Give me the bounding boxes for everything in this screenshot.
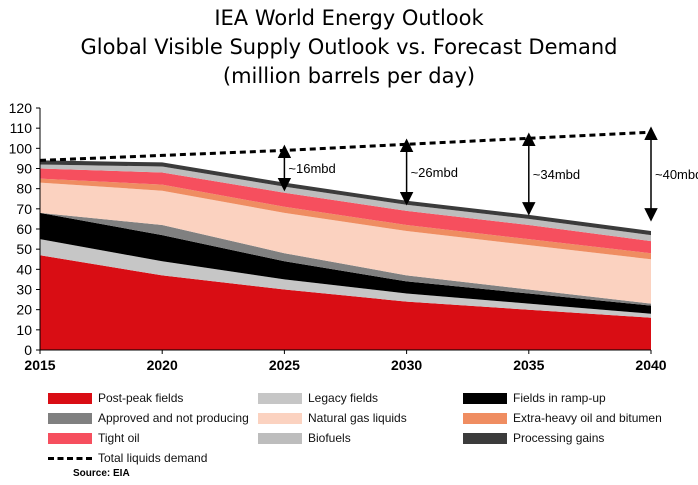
y-tick-label: 60 — [16, 221, 32, 237]
legend-swatch — [48, 456, 92, 460]
gap-label: ~40mbd — [655, 167, 698, 182]
legend-label: Tight oil — [98, 431, 140, 445]
legend-label: Approved and not producing — [98, 411, 249, 425]
legend-swatch — [463, 392, 507, 404]
area-tight-oil — [40, 168, 651, 254]
legend-item-biofuels: Biofuels — [258, 428, 351, 448]
legend-label: Total liquids demand — [98, 451, 208, 465]
y-tick-label: 100 — [9, 140, 33, 156]
chart-title-line-3: (million barrels per day) — [222, 64, 476, 88]
legend-item-extra-heavy-oil-and-bitumen: Extra-heavy oil and bitumen — [463, 408, 662, 428]
y-tick-label: 20 — [16, 302, 32, 318]
area-approved-and-not-producing — [40, 212, 651, 306]
y-tick-label: 120 — [9, 100, 33, 116]
legend-label: Legacy fields — [308, 391, 379, 405]
y-tick-label: 50 — [16, 241, 32, 257]
legend-label: Natural gas liquids — [308, 411, 407, 425]
legend-swatch — [258, 432, 302, 444]
demand-line — [39, 130, 652, 162]
y-tick-label: 90 — [16, 161, 32, 177]
y-tick-label: 80 — [16, 181, 32, 197]
legend-label: Fields in ramp-up — [513, 391, 606, 405]
area-natural-gas-liquids — [40, 182, 651, 304]
legend-item-legacy-fields: Legacy fields — [258, 388, 378, 408]
legend-swatch — [258, 412, 302, 424]
legend-item-approved-and-not-producing: Approved and not producing — [48, 408, 249, 428]
y-tick-label: 30 — [16, 282, 32, 298]
gap-label: ~34mbd — [533, 167, 580, 182]
x-tick-label: 2020 — [147, 357, 178, 373]
legend-label: Processing gains — [513, 431, 605, 445]
legend-swatch — [258, 392, 302, 404]
y-tick-label: 40 — [16, 261, 32, 277]
legend-swatch — [48, 412, 92, 424]
legend-swatch — [48, 392, 92, 404]
chart-title-line-2: Global Visible Supply Outlook vs. Foreca… — [80, 35, 618, 59]
legend-item-fields-in-ramp-up: Fields in ramp-up — [463, 388, 606, 408]
x-tick-label: 2035 — [513, 357, 544, 373]
gap-label: ~16mbd — [288, 161, 335, 176]
legend-label: Extra-heavy oil and bitumen — [513, 411, 662, 425]
x-tick-label: 2025 — [269, 357, 300, 373]
legend-item-processing-gains: Processing gains — [463, 428, 604, 448]
area-legacy-fields — [40, 239, 651, 318]
legend-item-post-peak-fields: Post-peak fields — [48, 388, 183, 408]
legend-swatch — [463, 412, 507, 424]
legend-item-natural-gas-liquids: Natural gas liquids — [258, 408, 407, 428]
x-tick-label: 2015 — [24, 357, 55, 373]
gap-label: ~26mbd — [411, 165, 458, 180]
area-fields-in-ramp-up — [40, 212, 651, 314]
x-tick-label: 2030 — [391, 357, 422, 373]
chart-title-line-1: IEA World Energy Outlook — [214, 6, 484, 30]
legend-swatch — [463, 432, 507, 444]
legend-label: Post-peak fields — [98, 391, 184, 405]
x-tick-label: 2040 — [635, 357, 666, 373]
legend-label: Biofuels — [308, 431, 351, 445]
chart-legend: Post-peak fields Legacy fields Fields in r… — [48, 388, 688, 468]
area-post-peak-fields — [40, 255, 651, 350]
y-tick-label: 110 — [10, 120, 33, 136]
y-tick-label: 10 — [16, 322, 32, 338]
legend-item-total-liquids-demand: Total liquids demand — [48, 448, 207, 468]
source-note: Source: EIA — [73, 468, 130, 479]
legend-swatch — [48, 432, 92, 444]
y-tick-label: 70 — [16, 201, 32, 217]
legend-item-tight-oil: Tight oil — [48, 428, 140, 448]
area-extra-heavy-oil-and-bitumen — [40, 178, 651, 260]
y-tick-label: 0 — [24, 342, 32, 358]
